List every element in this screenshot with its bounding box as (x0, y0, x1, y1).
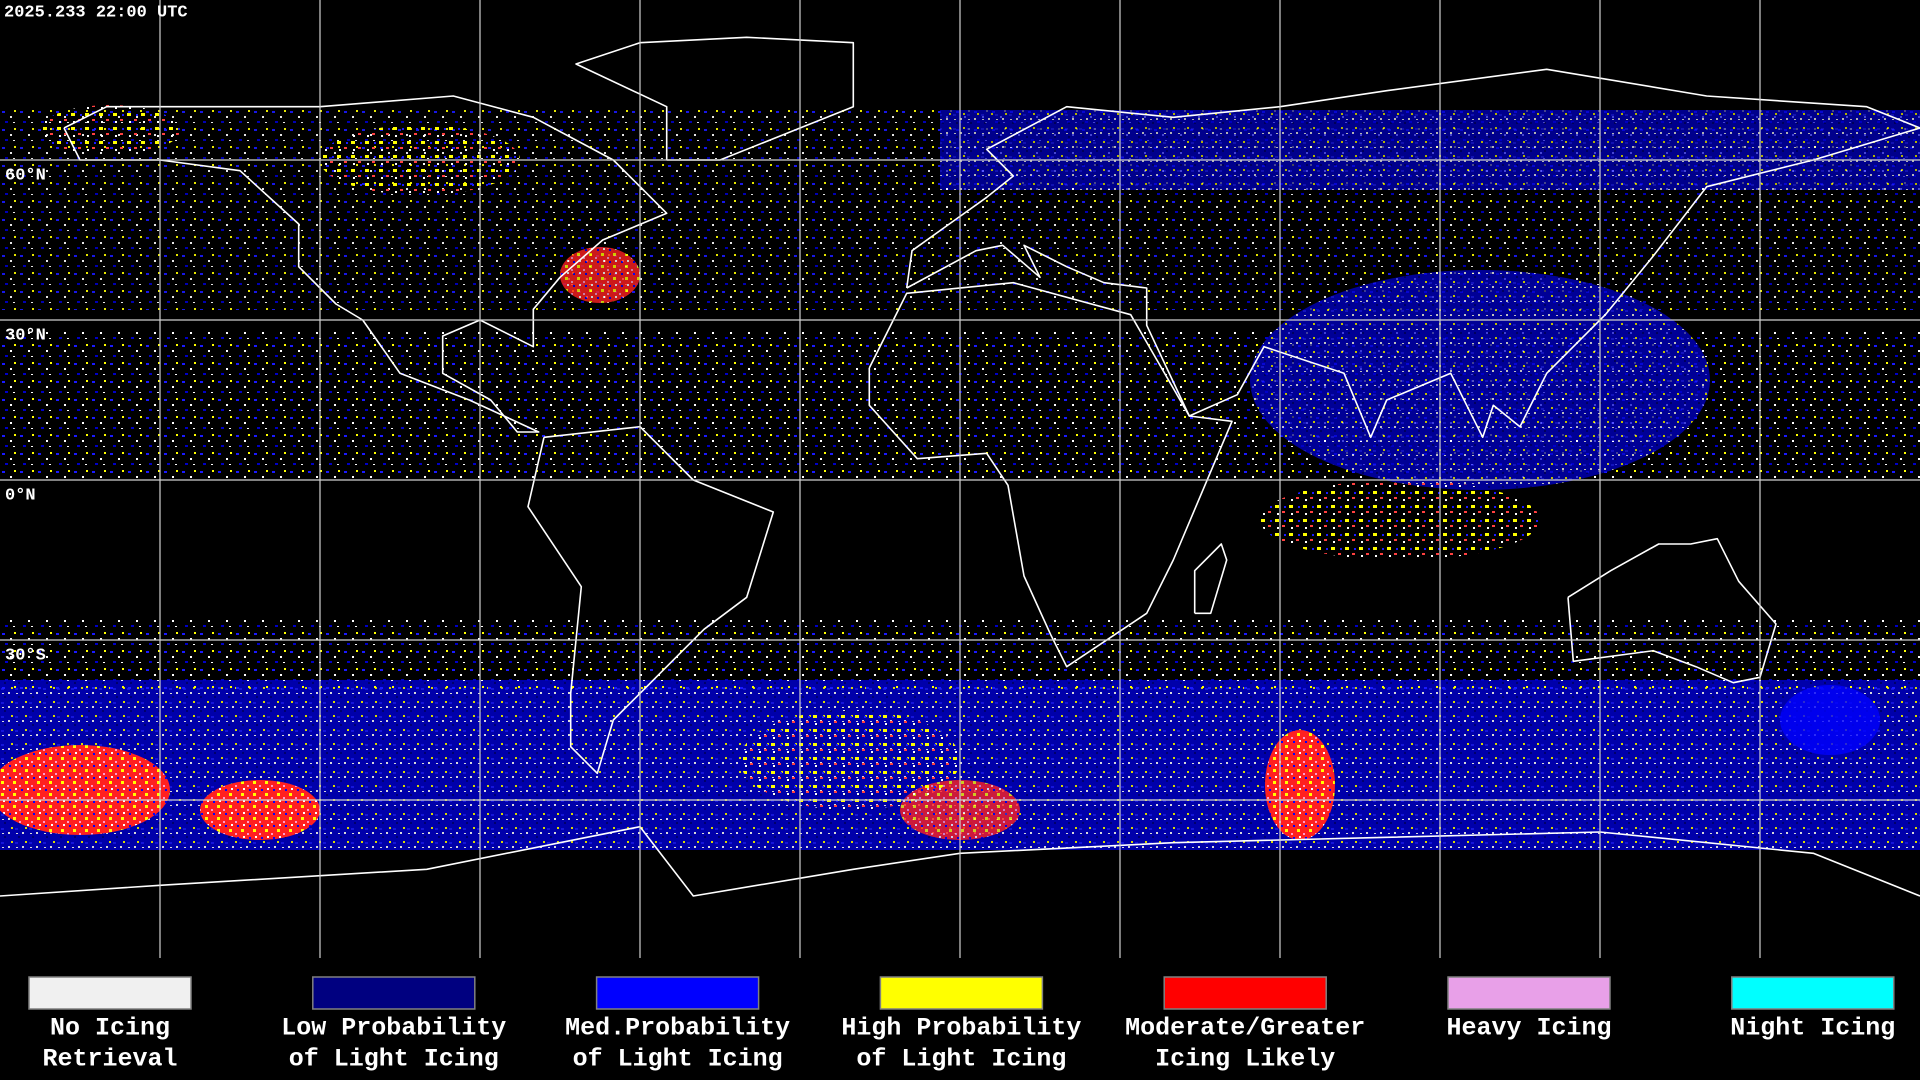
legend-swatch (1163, 976, 1327, 1010)
warm-cluster (0, 745, 170, 835)
legend-label: Med.Probability (565, 1014, 790, 1043)
graticule (0, 0, 1920, 958)
legend-label: of Light Icing (289, 1045, 499, 1074)
legend-swatch (312, 976, 476, 1010)
legend-label: Icing Likely (1155, 1045, 1335, 1074)
legend-swatch (879, 976, 1044, 1010)
legend-label: of Light Icing (856, 1045, 1066, 1074)
latitude-label: 30°S (5, 646, 46, 665)
coastline-eurasia (905, 68, 1920, 439)
legend-label: Moderate/Greater (1125, 1014, 1365, 1043)
asia-cluster (1250, 270, 1710, 490)
northern-band-east (940, 110, 1920, 190)
legend-swatch (1447, 976, 1611, 1010)
warm-cluster (560, 247, 640, 303)
coastline-australia (1567, 537, 1777, 684)
coastline-greenland (575, 36, 855, 161)
coastline-south-america (527, 425, 775, 775)
legend-label: Heavy Icing (1446, 1014, 1611, 1043)
blue-cluster (1780, 685, 1880, 755)
legend-label: High Probability (841, 1014, 1081, 1043)
coastline-madagascar (1193, 543, 1228, 615)
timestamp: 2025.233 22:00 UTC (4, 3, 188, 22)
latitude-label: 60°N (5, 166, 46, 185)
coastline-antarctica (0, 825, 1920, 897)
yellow-cluster (740, 710, 960, 810)
latitude-label: 30°N (5, 326, 46, 345)
legend-swatch (595, 976, 760, 1010)
yellow-cluster (1260, 480, 1540, 560)
legend-label: Retrieval (42, 1045, 177, 1074)
legend-swatch (1731, 976, 1895, 1010)
coastline-north-america (63, 95, 668, 433)
latitude-label: 0°N (5, 486, 36, 505)
legend-label: Low Probability (281, 1014, 506, 1043)
legend-swatch (28, 976, 192, 1010)
legend-label: Night Icing (1730, 1014, 1895, 1043)
legend-label: of Light Icing (573, 1045, 783, 1074)
legend-label: No Icing (50, 1014, 170, 1043)
yellow-cluster (40, 105, 180, 155)
warm-cluster (200, 780, 320, 840)
warm-cluster (1265, 730, 1335, 840)
